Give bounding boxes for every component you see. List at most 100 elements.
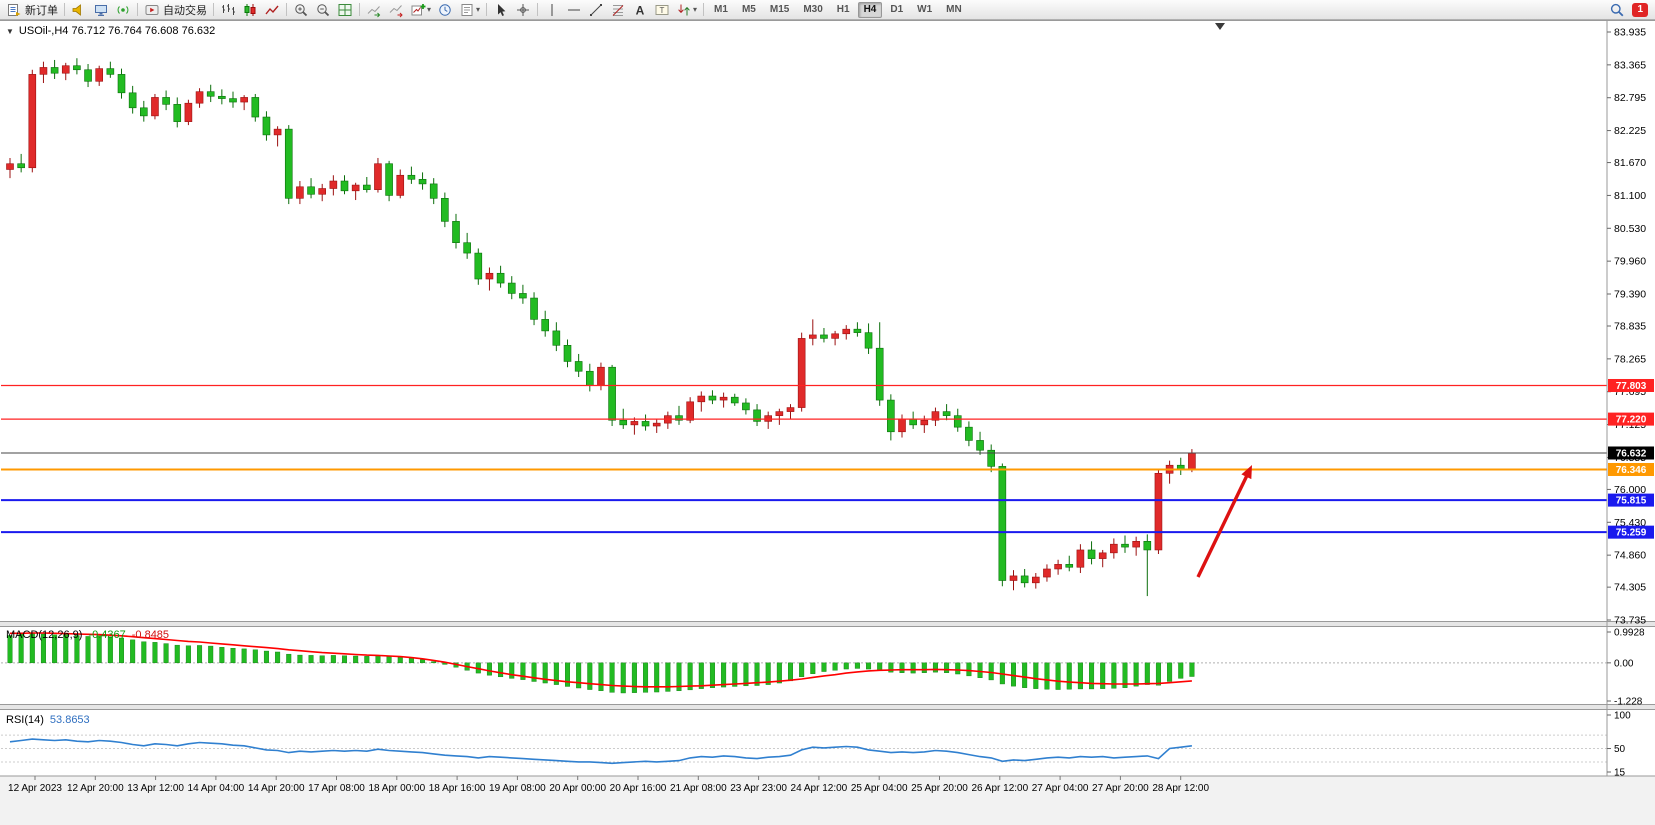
svg-text:A: A: [636, 3, 645, 17]
candle-body: [987, 449, 996, 467]
candle-body: [17, 163, 25, 169]
symbol-search-button[interactable]: [1607, 1, 1627, 19]
templates-button[interactable]: ▾: [457, 1, 482, 19]
chart-shift-marker-icon[interactable]: [1215, 23, 1225, 30]
candle-body: [898, 418, 906, 433]
main-chart-svg[interactable]: 12 Apr 2023 12 Apr 20:0013 Apr 12:00 14 Ap…: [0, 20, 1655, 825]
fibonacci-button[interactable]: [608, 1, 628, 19]
new-chart-button[interactable]: ▾: [408, 1, 433, 19]
candle-body: [775, 411, 784, 416]
candle-body: [407, 174, 416, 180]
new-order-button[interactable]: 新订单: [4, 1, 60, 19]
text-button[interactable]: A: [630, 1, 650, 19]
candle-body: [686, 401, 694, 421]
candle-body: [541, 319, 550, 332]
template-icon: [461, 3, 473, 16]
time-axis[interactable]: [0, 776, 1655, 825]
horn-icon: [72, 3, 81, 16]
candle-body: [1188, 452, 1196, 470]
toolbar-separator: [213, 3, 214, 16]
candle-body: [864, 332, 873, 349]
macd-panel-splitter[interactable]: [0, 621, 1655, 627]
timeframe-m1-button[interactable]: M1: [714, 3, 728, 15]
timeframe-mn-button[interactable]: MN: [946, 3, 962, 15]
toolbar-separator: [137, 3, 138, 16]
timeframe-w1-button[interactable]: W1: [917, 3, 933, 15]
alerts-button[interactable]: [69, 1, 89, 19]
svg-text:82.795: 82.795: [1614, 92, 1646, 104]
arrows-button[interactable]: ▾: [674, 1, 699, 19]
svg-text:28 Apr 12:00: 28 Apr 12:00: [1152, 783, 1209, 794]
svg-text:78.835: 78.835: [1614, 321, 1646, 333]
svg-text:74.860: 74.860: [1614, 550, 1646, 562]
svg-text:74.305: 74.305: [1614, 582, 1646, 594]
candle-body: [240, 97, 248, 103]
svg-text:-1.228: -1.228: [1614, 697, 1643, 708]
rsi-panel-splitter[interactable]: [0, 704, 1655, 710]
zoom-out-button[interactable]: [313, 1, 333, 19]
chart-shift-button[interactable]: [386, 1, 406, 19]
quote-panel-toggle-icon[interactable]: ▼: [6, 26, 14, 36]
chart-window: 12 Apr 2023 12 Apr 20:0013 Apr 12:00 14 Ap…: [0, 20, 1655, 825]
auto-scroll-button[interactable]: [364, 1, 384, 19]
price-tag-75.259: [1608, 525, 1654, 539]
timeframe-m5-button[interactable]: M5: [741, 3, 756, 15]
price-axis[interactable]: [1607, 20, 1655, 776]
auto-trading-button[interactable]: 自动交易: [142, 1, 209, 19]
new-chart-icon: [411, 3, 426, 15]
candle-body: [753, 409, 761, 422]
bar-chart-button[interactable]: [218, 1, 238, 19]
trendline-button[interactable]: [586, 1, 606, 19]
zoom-out-icon: [317, 3, 330, 16]
auto-trading-button-label: 自动交易: [163, 4, 207, 17]
price-tag-77.803: [1608, 378, 1654, 392]
zoom-in-button[interactable]: [291, 1, 311, 19]
candle-body: [1098, 552, 1107, 559]
svg-text:79.960: 79.960: [1614, 256, 1646, 268]
cursor-button[interactable]: [491, 1, 511, 19]
svg-text:78.265: 78.265: [1614, 353, 1646, 365]
trend-arrow[interactable]: [1196, 465, 1252, 578]
timeframe-m30-button[interactable]: M30: [803, 3, 823, 15]
candle-body: [1110, 543, 1118, 554]
chart-background: [0, 20, 1655, 825]
price-tag-76.346: [1608, 462, 1654, 476]
text-label-button[interactable]: T: [652, 1, 672, 19]
candlestick-chart-button[interactable]: [240, 1, 260, 19]
svg-text:76.000: 76.000: [1614, 484, 1646, 496]
trend-arrow-head: [1241, 465, 1252, 480]
vertical-line-button[interactable]: [542, 1, 562, 19]
notifications-badge[interactable]: 1: [1632, 2, 1648, 17]
new-order-icon: [8, 3, 21, 16]
svg-text:14 Apr 04:00: 14 Apr 04:00: [188, 783, 245, 794]
candle-body: [251, 97, 260, 118]
candle-body: [585, 370, 594, 386]
arrows-icon: [678, 4, 690, 15]
signals-button[interactable]: [113, 1, 133, 19]
timeframe-h4-button[interactable]: H4: [857, 1, 883, 18]
autoscroll-icon: [367, 5, 381, 17]
candle-body: [28, 74, 37, 169]
horizontal-line-button[interactable]: [564, 1, 584, 19]
timeframe-h1-button[interactable]: H1: [836, 3, 850, 15]
periods-button[interactable]: [435, 1, 455, 19]
candle-body: [976, 440, 984, 451]
candle-body: [507, 282, 516, 294]
terminal-button[interactable]: [91, 1, 111, 19]
line-chart-button[interactable]: [262, 1, 282, 19]
timeframe-m15-button[interactable]: M15: [769, 3, 790, 15]
toolbar-separator: [537, 3, 539, 16]
svg-text:14 Apr 20:00: 14 Apr 20:00: [248, 783, 305, 794]
candle-body: [218, 95, 226, 99]
tile-windows-button[interactable]: [335, 1, 355, 19]
crosshair-button[interactable]: [513, 1, 533, 19]
caret-down-icon: ▾: [427, 5, 432, 14]
candle-body: [6, 163, 14, 170]
candle-body: [1043, 568, 1051, 578]
candle-body: [463, 242, 471, 254]
candle-body: [953, 415, 962, 428]
timeframe-d1-button[interactable]: D1: [890, 3, 904, 15]
new-order-button-label: 新订单: [25, 4, 58, 17]
zoom-in-icon: [295, 3, 308, 16]
svg-text:73.735: 73.735: [1614, 615, 1646, 627]
